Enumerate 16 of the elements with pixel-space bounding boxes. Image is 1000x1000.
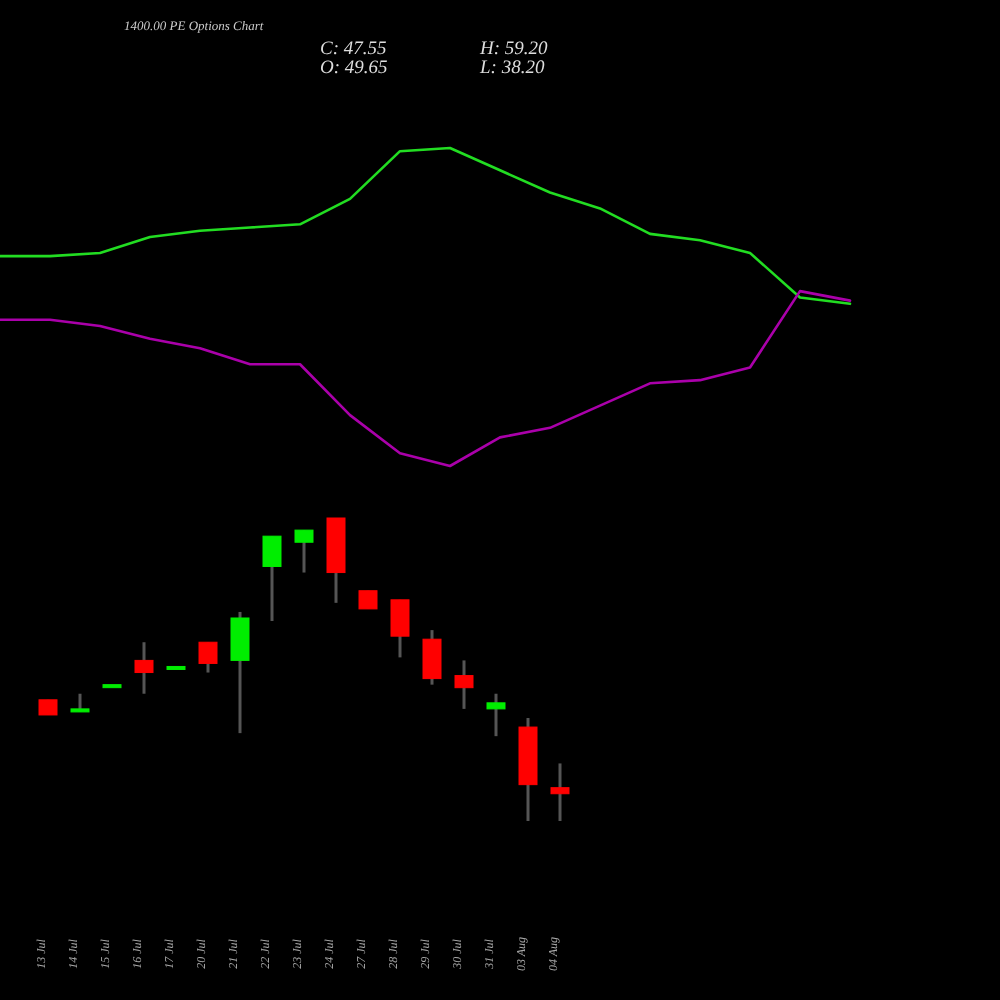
candlestick [550, 761, 570, 823]
candlestick [198, 640, 218, 675]
text: H: 59.20 [478, 40, 549, 60]
candlestick [486, 692, 506, 738]
candlestick [134, 640, 154, 696]
candlestick [262, 534, 282, 623]
text: L: 38.20 [478, 59, 545, 79]
candlestick [70, 692, 90, 714]
candlestick [390, 598, 410, 659]
candlestick [454, 658, 474, 711]
text: C: 47.55 [320, 40, 387, 60]
text: O: 49.65 [320, 59, 389, 79]
candlestick [294, 528, 314, 575]
candlestick [422, 628, 442, 687]
candlestick [358, 590, 378, 610]
candlestick [230, 610, 250, 735]
